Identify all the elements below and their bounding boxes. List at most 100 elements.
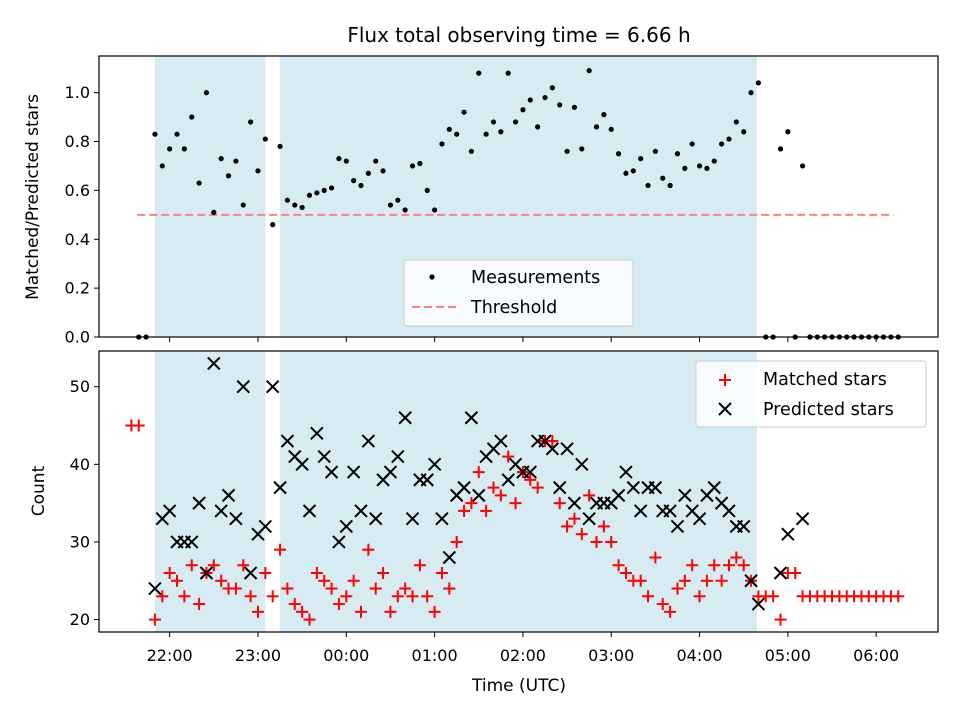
bottom-series-1-point-11 bbox=[229, 511, 243, 526]
bottom-y-tick-3: 50 bbox=[70, 377, 99, 396]
bottom-series-0-point-62 bbox=[590, 535, 603, 548]
bottom-series-1-point-76 bbox=[707, 480, 721, 495]
bottom-series-1-point-25 bbox=[332, 535, 346, 549]
bottom-series-1-point-9 bbox=[214, 504, 228, 518]
top-series-0-point-30 bbox=[358, 182, 364, 189]
top-y-tick-0: 0.0 bbox=[65, 328, 99, 347]
top-series-0-point-2 bbox=[152, 131, 158, 137]
top-series-0-point-43 bbox=[454, 131, 460, 137]
bottom-series-0-point-2 bbox=[148, 613, 161, 626]
svg-text:02:00: 02:00 bbox=[500, 646, 546, 665]
bottom-series-1-point-20 bbox=[295, 457, 309, 472]
svg-text:22:00: 22:00 bbox=[147, 646, 193, 665]
bottom-series-0-point-44 bbox=[458, 504, 471, 517]
bottom-series-0-point-89 bbox=[789, 567, 802, 580]
bottom-series-0-point-69 bbox=[642, 590, 655, 603]
bottom-series-1-point-39 bbox=[435, 511, 449, 526]
top-series-0-point-22 bbox=[299, 204, 305, 211]
top-panel: 0.0 0.2 0.4 0.6 0.8 1.0 Matched/Predicted sta… bbox=[23, 55, 939, 347]
bottom-series-1-point-48 bbox=[501, 473, 515, 487]
bottom-series-1-point-65 bbox=[626, 480, 641, 495]
top-series-0-point-27 bbox=[336, 156, 342, 162]
bottom-series-1-point-18 bbox=[280, 434, 295, 448]
bottom-series-1-point-6 bbox=[192, 496, 206, 510]
bottom-series-0-point-11 bbox=[215, 574, 228, 587]
top-series-0-point-90 bbox=[799, 163, 806, 169]
top-series-0-point-55 bbox=[542, 94, 548, 101]
svg-text:50: 50 bbox=[70, 377, 90, 396]
bottom-series-0-point-61 bbox=[583, 489, 596, 502]
top-series-0-point-61 bbox=[586, 68, 592, 74]
svg-text:06:00: 06:00 bbox=[853, 646, 899, 665]
top-series-0-point-59 bbox=[571, 104, 578, 110]
bottom-series-0-point-57 bbox=[553, 497, 566, 510]
bottom-panel: 20 30 40 50 22:00 23:00 00:00 01:00 02:00 03:00 0… bbox=[29, 350, 939, 696]
top-series-0-point-16 bbox=[255, 168, 261, 174]
bottom-x-tick-2: 00:00 bbox=[323, 632, 369, 665]
top-series-0-point-23 bbox=[306, 192, 313, 198]
legend-measurements-label: Measurements bbox=[471, 268, 600, 288]
bottom-series-0-point-33 bbox=[377, 567, 390, 580]
bottom-series-0-point-64 bbox=[605, 535, 618, 548]
svg-text:0.8: 0.8 bbox=[65, 132, 90, 151]
bottom-series-1-point-57 bbox=[567, 496, 582, 510]
top-series-0-point-21 bbox=[292, 202, 298, 208]
bottom-series-0-point-74 bbox=[678, 574, 691, 587]
bottom-series-0-point-18 bbox=[266, 590, 279, 603]
bottom-series-0-point-6 bbox=[178, 590, 191, 603]
top-series-0-point-65 bbox=[615, 151, 622, 157]
top-series-0-point-17 bbox=[262, 136, 268, 142]
bottom-shaded-region-1 bbox=[280, 351, 757, 632]
top-series-0-point-44 bbox=[461, 109, 467, 115]
top-series-0-point-67 bbox=[630, 168, 636, 174]
bottom-series-1-point-37 bbox=[420, 473, 434, 487]
svg-text:0.0: 0.0 bbox=[65, 328, 90, 347]
top-series-0-point-64 bbox=[608, 126, 614, 132]
svg-text:0.4: 0.4 bbox=[65, 230, 90, 249]
bottom-series-0-point-17 bbox=[259, 567, 272, 580]
bottom-series-0-point-81 bbox=[730, 551, 743, 564]
bottom-plot-frame bbox=[98, 350, 939, 633]
bottom-series-0-point-4 bbox=[163, 567, 176, 580]
bottom-x-tick-4: 02:00 bbox=[500, 632, 546, 665]
bottom-series-1-point-8 bbox=[207, 356, 221, 371]
bottom-series-1-point-66 bbox=[633, 504, 648, 518]
top-series-0-point-83 bbox=[748, 90, 754, 96]
bottom-series-0-point-25 bbox=[318, 574, 331, 587]
bottom-series-0-point-16 bbox=[251, 605, 264, 618]
bottom-x-tick-6: 04:00 bbox=[676, 632, 723, 665]
bottom-series-1-point-29 bbox=[361, 434, 376, 448]
bottom-series-0-point-59 bbox=[568, 512, 581, 525]
bottom-series-0-point-13 bbox=[229, 582, 242, 595]
bottom-series-1-point-51 bbox=[523, 465, 537, 479]
top-plot-frame bbox=[98, 55, 939, 338]
legend-measurements-marker bbox=[429, 274, 435, 280]
top-series-0-point-69 bbox=[645, 182, 651, 189]
top-series-0-point-37 bbox=[409, 163, 416, 169]
bottom-series-1-point-80 bbox=[736, 519, 751, 534]
bottom-series-1-point-2 bbox=[162, 504, 177, 518]
top-series-0-point-14 bbox=[240, 202, 246, 208]
top-series-0-point-19 bbox=[277, 143, 283, 150]
bottom-series-0-point-86 bbox=[767, 590, 780, 603]
bottom-series-1-point-63 bbox=[611, 488, 626, 503]
bottom-series-0-point-48 bbox=[487, 481, 500, 494]
bottom-series-0-point-37 bbox=[406, 590, 419, 603]
bottom-series-1-point-81 bbox=[744, 574, 758, 588]
top-series-0-point-36 bbox=[402, 207, 408, 213]
svg-text:23:00: 23:00 bbox=[235, 646, 281, 665]
top-series-0-point-45 bbox=[468, 148, 474, 154]
bottom-series-1-point-55 bbox=[553, 480, 567, 495]
top-series-0-point-79 bbox=[719, 141, 725, 147]
bottom-series-1-point-33 bbox=[391, 449, 405, 464]
bottom-series-0-point-38 bbox=[413, 559, 426, 572]
top-series-0-point-33 bbox=[380, 168, 386, 174]
bottom-series-0-point-35 bbox=[391, 590, 404, 603]
bottom-series-0-point-49 bbox=[494, 489, 507, 502]
x-axis-label: Time (UTC) bbox=[471, 676, 566, 696]
top-series-0-point-49 bbox=[498, 129, 504, 135]
bottom-series-0-point-87 bbox=[774, 613, 787, 626]
bottom-series-1-point-35 bbox=[405, 511, 420, 526]
bottom-x-tick-1: 23:00 bbox=[235, 632, 281, 665]
top-series-0-point-26 bbox=[328, 185, 335, 191]
